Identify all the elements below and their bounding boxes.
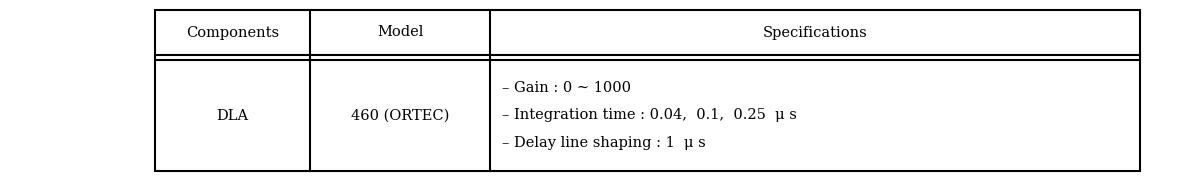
Text: – Integration time : 0.04,  0.1,  0.25  μ s: – Integration time : 0.04, 0.1, 0.25 μ s: [502, 108, 797, 123]
Text: 460 (ORTEC): 460 (ORTEC): [351, 108, 449, 123]
Text: – Delay line shaping : 1  μ s: – Delay line shaping : 1 μ s: [502, 136, 706, 150]
Text: – Gain : 0 ∼ 1000: – Gain : 0 ∼ 1000: [502, 81, 631, 95]
Text: DLA: DLA: [217, 108, 249, 123]
Text: Specifications: Specifications: [763, 26, 868, 39]
Text: Model: Model: [377, 26, 424, 39]
Bar: [155, 10, 1140, 171]
Text: Components: Components: [186, 26, 280, 39]
